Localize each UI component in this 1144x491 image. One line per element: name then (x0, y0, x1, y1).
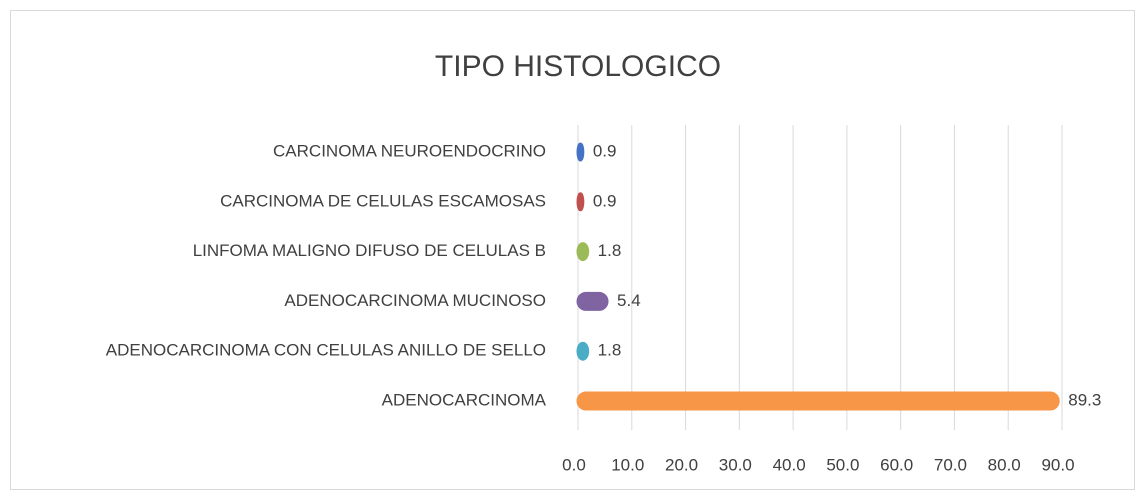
chart-title: TIPO HISTOLOGICO (435, 50, 721, 83)
x-tick-label: 70.0 (934, 455, 967, 474)
value-label: 5.4 (617, 291, 641, 310)
y-tick-label: ADENOCARCINOMA CON CELULAS ANILLO DE SEL… (106, 341, 546, 360)
x-tick-label: 60.0 (880, 455, 913, 474)
x-tick-label: 20.0 (665, 455, 698, 474)
x-tick-label: 50.0 (826, 455, 859, 474)
value-label: 1.8 (598, 341, 622, 360)
x-tick-label: 30.0 (719, 455, 752, 474)
y-tick-label: LINFOMA MALIGNO DIFUSO DE CELULAS B (193, 241, 546, 260)
x-tick-label: 90.0 (1041, 455, 1074, 474)
y-tick-label: CARCINOMA NEUROENDOCRINO (273, 141, 546, 160)
x-tick-label: 10.0 (611, 455, 644, 474)
y-tick-label: CARCINOMA DE CELULAS ESCAMOSAS (220, 191, 546, 210)
x-tick-label: 40.0 (773, 455, 806, 474)
bar (576, 242, 590, 262)
x-tick-label: 80.0 (988, 455, 1021, 474)
value-label: 1.8 (598, 241, 622, 260)
bar (576, 192, 585, 212)
y-tick-label: ADENOCARCINOMA (382, 390, 547, 409)
bar (576, 142, 585, 162)
bar (576, 341, 590, 361)
x-tick-label: 0.0 (562, 455, 586, 474)
value-label: 89.3 (1068, 390, 1101, 409)
bar (576, 291, 609, 311)
y-tick-label: ADENOCARCINOMA MUCINOSO (284, 291, 546, 310)
bar (576, 391, 1060, 411)
value-label: 0.9 (593, 191, 617, 210)
value-label: 0.9 (593, 141, 617, 160)
